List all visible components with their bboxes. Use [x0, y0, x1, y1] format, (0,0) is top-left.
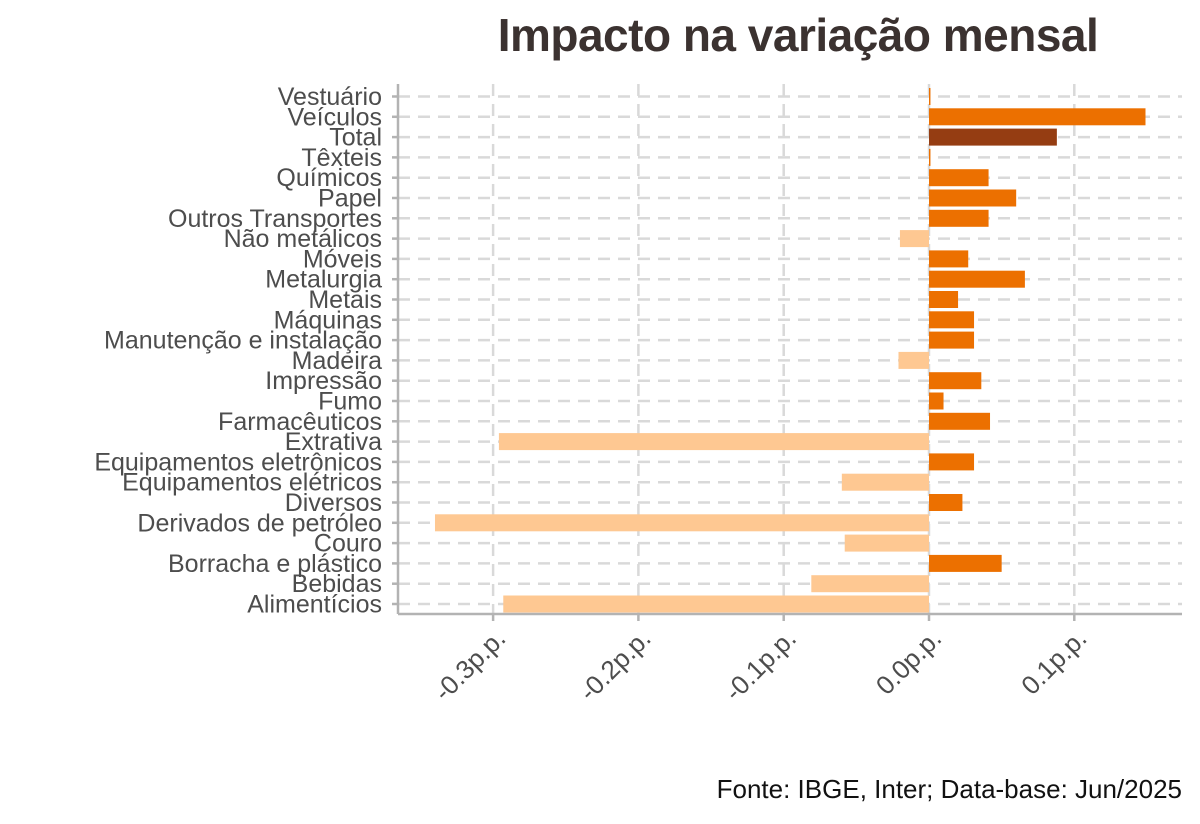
bar-veículos: [929, 108, 1146, 126]
bar-químicos: [929, 169, 989, 187]
bar-impressão: [929, 372, 982, 390]
bar-manutenção-e-instalação: [929, 331, 975, 349]
bar-não-metálicos: [899, 230, 929, 248]
y-tick-label: Têxteis: [301, 144, 382, 172]
y-tick-label: Químicos: [276, 164, 382, 192]
x-tick-label: -0.1p.p.: [718, 623, 802, 707]
y-tick-label: Extrativa: [285, 428, 382, 456]
chart-caption: Fonte: IBGE, Inter; Data-base: Jun/2025: [716, 774, 1182, 804]
y-tick-label: Outros Transportes: [168, 205, 382, 233]
y-tick-label: Papel: [318, 185, 382, 213]
y-tick-label: Veículos: [287, 103, 382, 131]
y-tick-label: Farmacêuticos: [218, 408, 382, 436]
bar-outros-transportes: [929, 209, 989, 227]
y-tick-label: Alimentícios: [247, 591, 382, 619]
y-tick-label: Fumo: [318, 388, 382, 416]
y-tick-label: Manutenção e instalação: [104, 327, 382, 355]
bar-equipamentos-eletrônicos: [929, 453, 975, 471]
axis-layer: [392, 84, 1182, 621]
bar-metalurgia: [929, 270, 1025, 288]
bar-equipamentos-elétricos: [841, 473, 929, 491]
bar-têxteis: [929, 148, 931, 166]
bar-papel: [929, 189, 1017, 207]
x-tick-label: -0.2p.p.: [573, 623, 657, 707]
grid-layer: [398, 84, 1182, 614]
bar-borracha-e-plástico: [929, 554, 1002, 572]
y-tick-label: Não metálicos: [224, 225, 382, 253]
bar-madeira: [898, 351, 929, 369]
y-tick-label: Couro: [314, 530, 382, 558]
bar-vestuário: [929, 88, 931, 105]
bar-extrativa: [498, 433, 929, 451]
y-tick-label: Metais: [308, 286, 382, 314]
y-tick-label: Total: [329, 124, 382, 152]
y-tick-label: Móveis: [303, 245, 382, 273]
bar-layer: [434, 88, 1146, 613]
y-tick-label: Bebidas: [292, 570, 382, 598]
chart-title: Impacto na variação mensal: [497, 9, 1099, 61]
y-tick-label: Vestuário: [278, 83, 382, 111]
bar-bebidas: [811, 575, 929, 593]
y-tick-label: Madeira: [292, 347, 382, 375]
bar-couro: [844, 534, 929, 552]
y-tick-label: Metalurgia: [265, 266, 382, 294]
y-tick-label: Diversos: [285, 489, 382, 517]
bar-máquinas: [929, 311, 975, 329]
bar-farmacêuticos: [929, 412, 991, 430]
y-tick-label: Equipamentos elétricos: [122, 469, 382, 497]
bar-fumo: [929, 392, 944, 410]
y-tick-label: Borracha e plástico: [168, 550, 382, 578]
bar-alimentícios: [503, 595, 929, 613]
y-tick-label: Derivados de petróleo: [137, 509, 382, 537]
bar-diversos: [929, 494, 963, 511]
x-tick-label: 0.1p.p.: [1015, 623, 1092, 700]
y-tick-label: Equipamentos eletrônicos: [94, 448, 382, 476]
x-tick-label: 0.0p.p.: [870, 623, 947, 700]
bar-metais: [929, 291, 959, 308]
y-tick-label: Impressão: [265, 367, 382, 395]
y-tick-label: Máquinas: [274, 306, 382, 334]
bar-móveis: [929, 250, 969, 268]
x-tick-label: -0.3p.p.: [428, 623, 512, 707]
bar-total: [929, 128, 1057, 146]
bar-derivados-de-petróleo: [434, 514, 929, 532]
